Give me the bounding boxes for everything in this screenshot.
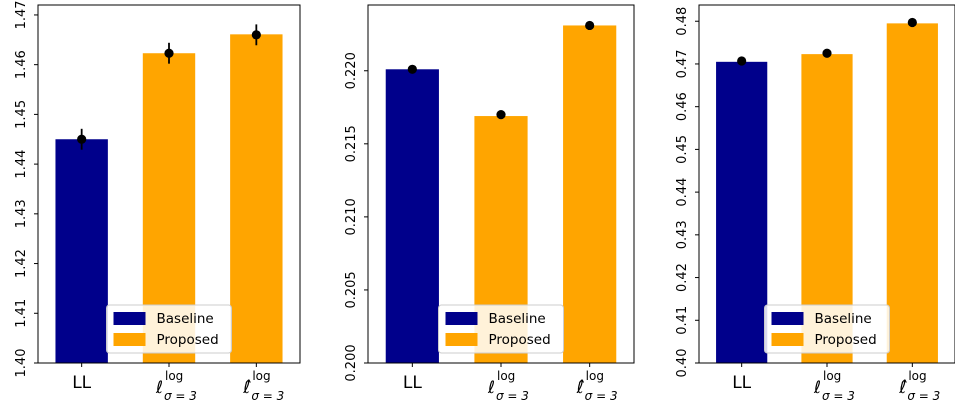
legend-label-proposed: Proposed [157,332,219,348]
x-tick-label: ℓ̂log σ = 3 [898,369,940,403]
data-point [164,48,174,58]
legend-label-baseline: Baseline [815,311,872,327]
legend: Baseline Proposed [106,304,232,354]
legend-swatch-proposed [445,333,478,346]
data-point [251,30,261,40]
y-tick-label: 1.46 [14,50,29,79]
svg-text:σ = 3: σ = 3 [907,389,940,403]
svg-text:log: log [586,369,604,383]
svg-text:ℓ: ℓ [155,378,163,398]
x-tick-label: ℓ̂log σ = 3 [576,369,618,403]
legend: Baseline Proposed [438,304,564,354]
svg-text:log: log [823,369,841,383]
svg-text:σ = 3: σ = 3 [585,389,618,403]
legend-swatch-baseline [771,312,804,325]
svg-text:log: log [252,369,270,383]
legend-swatch-baseline [113,312,146,325]
legend-label-proposed: Proposed [815,332,877,348]
legend-swatch-baseline [445,312,478,325]
data-point [496,109,506,120]
y-tick-label: 0.41 [675,306,690,335]
legend-swatch-proposed [771,333,804,346]
bar-proposed [563,25,617,363]
x-tick-label: LL [72,373,91,393]
data-point [737,56,747,66]
legend-label-baseline: Baseline [489,311,546,327]
bar-baseline [55,139,108,363]
y-tick-label: 0.200 [344,344,359,381]
data-point [907,17,917,28]
svg-text:ℓ̂: ℓ̂ [242,378,251,398]
data-point [407,64,417,74]
y-tick-label: 0.40 [675,349,690,378]
svg-text:σ = 3: σ = 3 [251,389,284,403]
svg-text:log: log [908,369,926,383]
bar-baseline [716,61,768,364]
y-tick-label: 0.45 [675,135,690,164]
y-tick-label: 1.47 [14,0,29,29]
data-point [822,48,832,58]
y-tick-label: 1.43 [14,199,29,228]
legend-label-proposed: Proposed [489,332,551,348]
y-tick-label: 0.47 [675,49,690,78]
legend-swatch-proposed [113,333,146,346]
svg-text:σ = 3: σ = 3 [496,389,529,403]
bar-baseline [385,69,439,363]
legend-label-baseline: Baseline [157,311,214,327]
y-tick-label: 0.48 [675,7,690,36]
y-tick-label: 0.220 [344,52,359,89]
svg-text:σ = 3: σ = 3 [164,389,197,403]
y-tick-label: 1.42 [14,249,29,278]
bar-proposed [230,34,283,363]
data-point [585,20,595,31]
svg-text:log: log [165,369,183,383]
y-tick-label: 0.205 [344,271,359,308]
svg-text:ℓ̂: ℓ̂ [576,378,585,398]
y-tick-label: 0.42 [675,263,690,292]
y-tick-label: 0.46 [675,92,690,121]
y-tick-label: 0.44 [675,178,690,207]
x-tick-label: LL [732,373,751,393]
svg-text:log: log [497,369,515,383]
y-tick-label: 1.40 [14,349,29,378]
x-tick-label: LL [403,373,422,393]
svg-text:ℓ: ℓ [813,378,821,398]
y-tick-label: 1.44 [14,150,29,179]
svg-text:σ = 3: σ = 3 [822,389,855,403]
legend: Baseline Proposed [764,304,890,354]
y-tick-label: 0.43 [675,220,690,249]
data-point [77,134,87,144]
svg-text:ℓ̂: ℓ̂ [898,378,907,398]
y-tick-label: 1.45 [14,100,29,129]
y-tick-label: 0.215 [344,125,359,162]
svg-text:ℓ: ℓ [487,378,495,398]
y-tick-label: 0.210 [344,198,359,235]
x-tick-label: ℓ̂log σ = 3 [242,369,284,403]
y-tick-label: 1.41 [14,299,29,328]
bar-proposed [886,23,938,363]
